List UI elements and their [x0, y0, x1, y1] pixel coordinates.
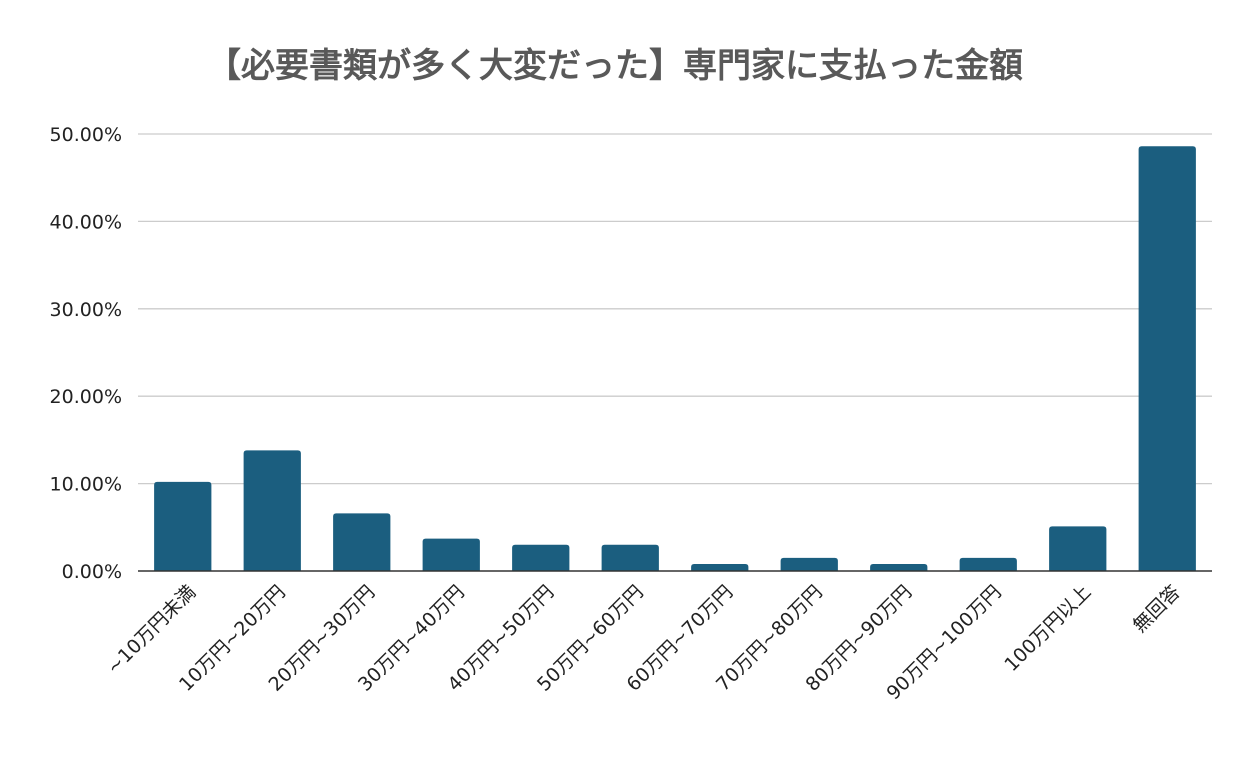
x-axis-labels: ~10万円未満10万円~20万円20万円~30万円30万円~40万円40万円~5…: [103, 581, 1185, 704]
y-tick-label: 10.00%: [50, 474, 122, 496]
y-tick-label: 50.00%: [50, 124, 122, 146]
bar: [1049, 526, 1107, 571]
y-tick-label: 0.00%: [62, 561, 122, 583]
x-tick-label: 100万円以上: [1000, 581, 1095, 676]
bar: [691, 564, 749, 571]
bar: [422, 538, 480, 571]
bar: [959, 557, 1017, 571]
y-tick-label: 20.00%: [50, 386, 122, 408]
bars: [154, 146, 1196, 571]
bar: [243, 450, 301, 571]
bar: [512, 544, 570, 571]
bar: [601, 544, 659, 571]
x-tick-label: ~10万円未満: [103, 581, 201, 679]
gridlines: [138, 133, 1212, 485]
bar: [780, 557, 838, 571]
bar: [333, 513, 391, 571]
bar: [1138, 146, 1196, 571]
chart-title: 【必要書類が多く大変だった】専門家に支払った金額: [207, 46, 1023, 86]
bar: [870, 564, 928, 571]
y-tick-label: 30.00%: [50, 299, 122, 321]
y-axis-ticks: 0.00% 10.00% 20.00% 30.00% 40.00% 50.00%: [50, 124, 122, 583]
bar: [154, 481, 212, 571]
y-tick-label: 40.00%: [50, 211, 122, 233]
x-tick-label: 無回答: [1129, 581, 1185, 637]
